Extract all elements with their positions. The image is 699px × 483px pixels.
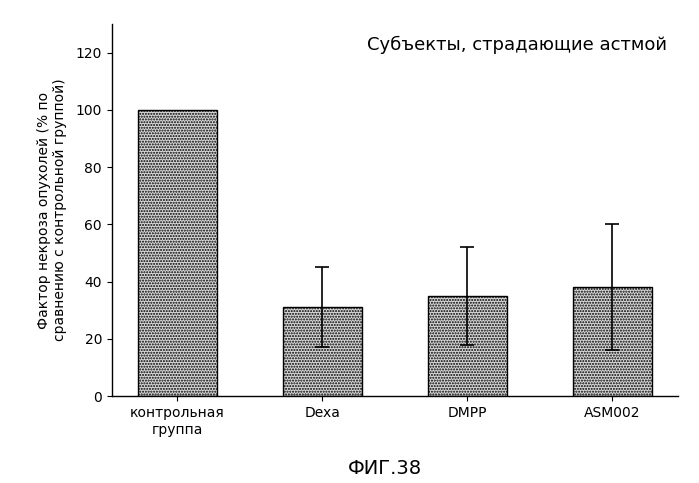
Text: ФИГ.38: ФИГ.38 — [347, 459, 421, 478]
Bar — [572, 287, 652, 396]
Text: Субъекты, страдающие астмой: Субъекты, страдающие астмой — [367, 35, 667, 54]
Bar — [282, 307, 362, 396]
Bar — [138, 110, 217, 396]
Y-axis label: Фактор некроза опухолей (% по
сравнению с контрольной группой): Фактор некроза опухолей (% по сравнению … — [37, 79, 67, 341]
Bar — [428, 296, 507, 396]
